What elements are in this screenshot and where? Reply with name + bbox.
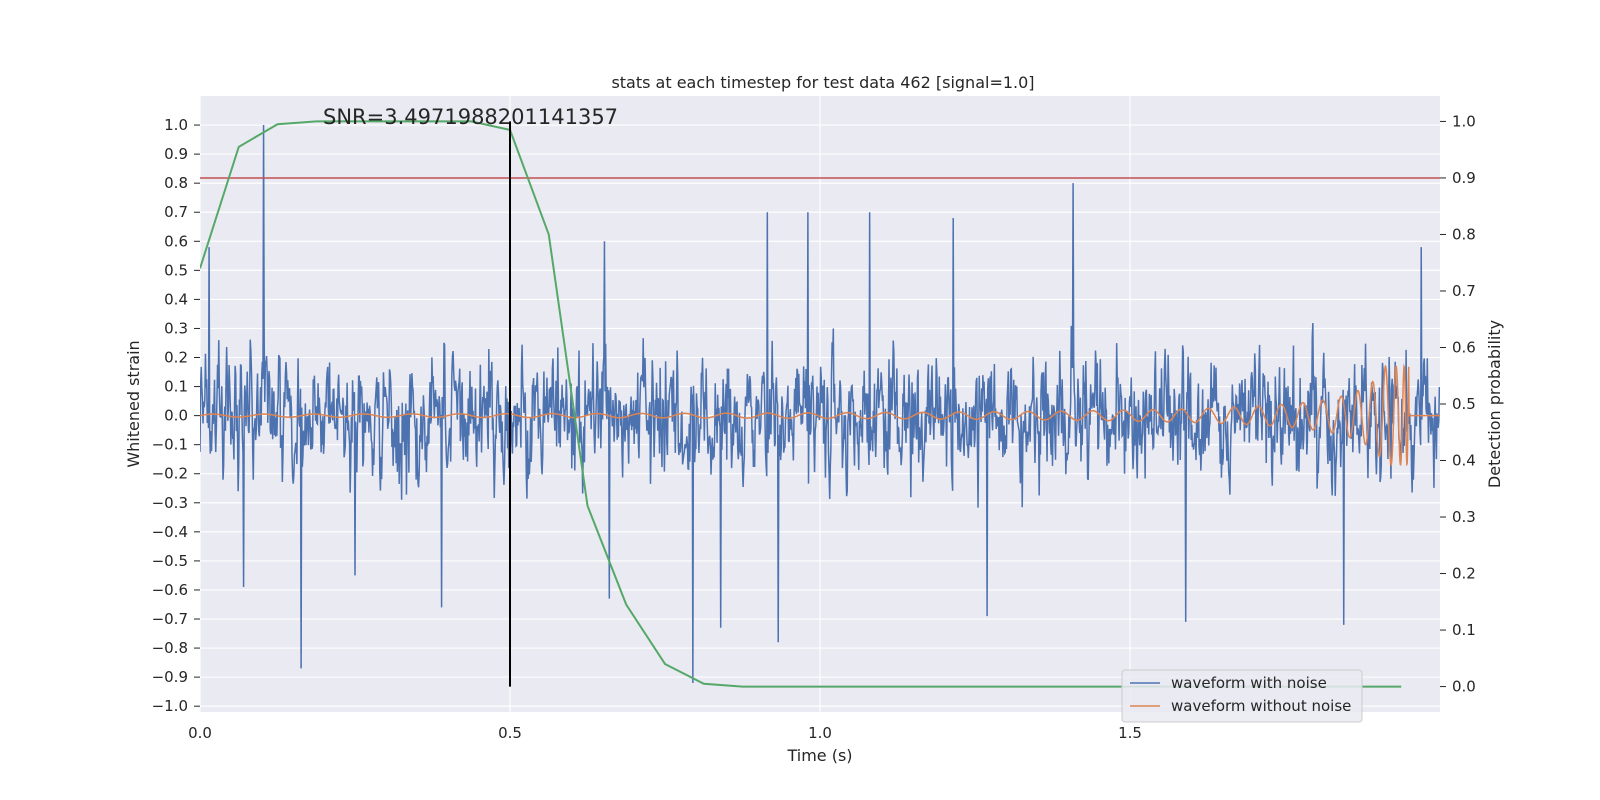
x-axis-ticks: 0.0 0.5 1.0 1.5 <box>188 724 1142 742</box>
series-waveform-without-noise <box>200 363 1440 467</box>
x-tick-label-3: 1.5 <box>1118 724 1142 742</box>
series-detection-probability <box>200 120 1402 688</box>
y-tick-label-11: −0.1 <box>152 436 188 454</box>
legend: waveform with noise waveform without noi… <box>1121 669 1363 723</box>
y2-tick-label-0: 1.0 <box>1452 112 1476 130</box>
y-tick-label-3: 0.7 <box>164 203 188 221</box>
y-tick-label-0: 1.0 <box>164 116 188 134</box>
chart-title: stats at each timestep for test data 462… <box>611 73 1034 92</box>
y-tick-label-19: −0.9 <box>152 668 188 686</box>
y2-tick-label-9: 0.1 <box>1452 621 1476 639</box>
y-tick-label-17: −0.7 <box>152 610 188 628</box>
y2-tick-label-8: 0.2 <box>1452 565 1476 583</box>
series-waveform-with-noise <box>200 125 1440 683</box>
x-tick-label-0: 0.0 <box>188 724 212 742</box>
x-tick-label-1: 0.5 <box>498 724 522 742</box>
y2-tick-label-6: 0.4 <box>1452 452 1476 470</box>
y-tick-label-1: 0.9 <box>164 145 188 163</box>
legend-box <box>1121 669 1363 723</box>
y-tick-label-16: −0.6 <box>152 581 188 599</box>
y-tick-label-14: −0.4 <box>152 523 188 541</box>
y-tick-label-18: −0.8 <box>152 639 188 657</box>
y2-tick-label-5: 0.5 <box>1452 395 1476 413</box>
y-tick-label-7: 0.3 <box>164 319 188 337</box>
y2-axis-label: Detection probability <box>1485 320 1504 488</box>
series-group <box>200 120 1440 688</box>
y-tick-label-6: 0.4 <box>164 290 188 308</box>
y-tick-label-13: −0.3 <box>152 494 188 512</box>
y-axis-ticks: 1.0 0.9 0.8 0.7 0.6 0.5 0.4 0.3 0.2 0.1 0.0 −0.1 −0.… <box>152 116 200 715</box>
y2-tick-label-2: 0.8 <box>1452 225 1476 243</box>
series-layer <box>200 120 1440 688</box>
y-tick-label-5: 0.5 <box>164 261 188 279</box>
y-tick-label-12: −0.2 <box>152 465 188 483</box>
y2-tick-label-1: 0.9 <box>1452 169 1476 187</box>
y2-tick-label-10: 0.0 <box>1452 678 1476 696</box>
y2-tick-label-7: 0.3 <box>1452 508 1476 526</box>
y-tick-label-9: 0.1 <box>164 378 188 396</box>
y-tick-label-4: 0.6 <box>164 232 188 250</box>
legend-label-clean: waveform without noise <box>1171 697 1351 715</box>
y-tick-label-2: 0.8 <box>164 174 188 192</box>
snr-annotation: SNR=3.4971988201141357 <box>323 105 618 129</box>
y-tick-label-8: 0.2 <box>164 349 188 367</box>
y2-tick-label-3: 0.7 <box>1452 282 1476 300</box>
y-tick-label-10: 0.0 <box>164 407 188 425</box>
x-tick-label-2: 1.0 <box>808 724 832 742</box>
y-axis-label: Whitened strain <box>124 340 143 467</box>
y2-tick-label-4: 0.6 <box>1452 338 1476 356</box>
x-axis-label: Time (s) <box>786 746 852 765</box>
y-tick-label-20: −1.0 <box>152 697 188 715</box>
y-tick-label-15: −0.5 <box>152 552 188 570</box>
legend-label-noise: waveform with noise <box>1171 674 1327 692</box>
y2-axis-ticks: 1.0 0.9 0.8 0.7 0.6 0.5 0.4 0.3 0.2 0.1 0.0 <box>1440 112 1476 696</box>
